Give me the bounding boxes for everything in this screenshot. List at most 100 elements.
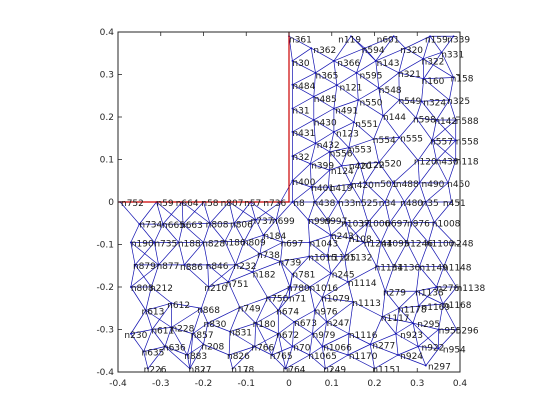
node-label: n121: [339, 83, 362, 93]
mesh-edge: [292, 96, 314, 109]
mesh-edge: [315, 143, 330, 153]
mesh-edge: [381, 291, 386, 317]
node-label: n752: [121, 199, 144, 209]
mesh-edge: [184, 264, 209, 288]
mesh-node: [388, 221, 391, 224]
mesh-edge: [395, 333, 419, 347]
mesh-edge: [192, 322, 208, 335]
mesh-edge: [292, 119, 314, 133]
node-label: n432: [317, 141, 340, 151]
mesh-edge: [442, 286, 457, 305]
mesh-node: [293, 320, 296, 323]
x-tick-label: -0.2: [195, 379, 213, 389]
mesh-edge: [431, 119, 456, 141]
mesh-edge: [292, 186, 312, 203]
mesh-edge: [333, 99, 359, 109]
mesh-edge: [382, 307, 400, 318]
mesh-edge: [288, 286, 310, 298]
mesh-node: [448, 99, 451, 101]
node-label: n184: [263, 232, 286, 242]
node-label: n808: [206, 220, 229, 230]
node-label: n212: [150, 284, 173, 294]
mesh-node: [454, 139, 457, 142]
node-label: n611: [151, 327, 174, 337]
mesh-edge: [382, 99, 400, 116]
mesh-edge: [158, 242, 179, 266]
mesh-edge: [244, 234, 264, 242]
mesh-edge: [130, 242, 136, 265]
node-label: n190: [131, 239, 154, 249]
mesh-edge: [418, 286, 437, 307]
mesh-edge: [389, 201, 405, 223]
mesh-node: [312, 119, 315, 121]
mesh-edge: [436, 140, 456, 161]
mesh-edge: [292, 333, 313, 347]
mesh-edge: [363, 242, 377, 267]
node-label: n635: [142, 349, 165, 359]
mesh-node: [164, 345, 166, 348]
mesh-node: [343, 255, 346, 258]
node-label: n1136: [392, 264, 421, 274]
mesh-edge: [329, 151, 342, 167]
mesh-edge: [416, 286, 437, 292]
mesh-edge: [309, 286, 315, 311]
node-label: n549: [398, 97, 421, 107]
mesh-node: [404, 47, 407, 50]
mesh-edge: [280, 180, 293, 203]
node-label: n1113: [352, 299, 381, 309]
mesh-node: [227, 281, 230, 283]
node-label: n420: [351, 181, 374, 191]
node-label: n699: [272, 217, 295, 227]
node-label: n8: [293, 199, 305, 209]
mesh-edge: [325, 354, 349, 369]
mesh-edge: [255, 322, 279, 335]
mesh-edge: [227, 281, 241, 308]
node-label: n322: [422, 57, 445, 67]
mesh-edge: [419, 182, 427, 203]
mesh-edge: [347, 333, 350, 356]
mesh-node: [277, 309, 280, 312]
mesh-node: [340, 164, 343, 167]
mesh-edge: [134, 264, 152, 288]
mesh-edge: [410, 222, 429, 243]
mesh-edge: [347, 266, 377, 283]
node-label: n781: [292, 270, 315, 280]
mesh-node: [422, 77, 425, 80]
mesh-node: [157, 264, 160, 266]
mesh-edge: [327, 219, 346, 223]
node-label: n665: [162, 221, 185, 231]
node-label: n249: [323, 366, 346, 376]
x-tick-label: 0.1: [325, 379, 339, 389]
mesh-node: [392, 35, 395, 38]
node-label: n277: [372, 341, 395, 351]
node-label: n636: [163, 344, 186, 354]
node-label: n243: [331, 232, 354, 242]
mesh-node: [170, 326, 173, 329]
node-label: n451: [443, 199, 466, 209]
mesh-node: [310, 186, 313, 189]
mesh-edge: [252, 253, 261, 273]
node-label: n419: [330, 184, 353, 194]
mesh-edge: [327, 219, 332, 236]
mesh-edge: [313, 72, 316, 97]
mesh-node: [243, 240, 246, 243]
mesh-edge: [327, 201, 339, 221]
node-label: n827: [189, 366, 212, 376]
mesh-node: [291, 201, 294, 203]
mesh-node: [332, 107, 335, 110]
node-label: n1006: [362, 219, 391, 229]
x-tick-label: 0.3: [410, 379, 424, 389]
mesh-node: [417, 345, 420, 348]
node-label: n595: [360, 72, 383, 82]
mesh-edge: [417, 346, 427, 366]
mesh-edge: [448, 99, 457, 121]
mesh-node: [308, 354, 311, 356]
mesh-edge: [330, 234, 351, 239]
mesh-edge: [393, 36, 406, 49]
mesh-node: [291, 83, 294, 86]
mesh-node: [266, 296, 269, 299]
mesh-edge: [344, 256, 349, 282]
mesh-edge: [235, 253, 261, 266]
mesh-edge: [228, 201, 235, 224]
mesh-edge: [404, 182, 420, 203]
